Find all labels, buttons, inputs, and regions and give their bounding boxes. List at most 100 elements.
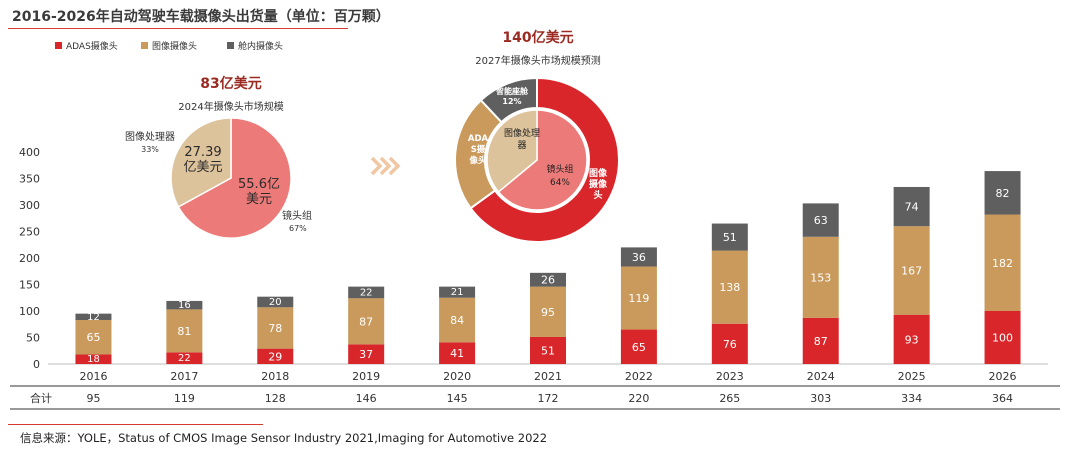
legend-swatch <box>141 42 148 49</box>
bar-segment <box>984 171 1021 215</box>
y-tick-label: 100 <box>19 305 40 318</box>
bar-segment <box>348 298 385 345</box>
bar-value-label: 153 <box>810 271 831 284</box>
bar-value-label: 65 <box>86 331 100 344</box>
bar-segment <box>802 203 839 237</box>
total-value: 95 <box>86 392 100 405</box>
bar-value-label: 51 <box>541 344 555 357</box>
legend-label: 图像摄像头 <box>152 40 197 52</box>
legend-swatch <box>227 42 234 49</box>
bar-segment <box>348 344 385 364</box>
x-tick-label: 2018 <box>261 370 289 383</box>
bar-value-label: 95 <box>541 306 555 319</box>
x-tick-label: 2021 <box>534 370 562 383</box>
bar-segment <box>802 317 839 364</box>
pie-2024-slice-value-line: 55.6亿 <box>238 177 280 192</box>
donut-2027-outer-label-line: S摄 <box>471 144 486 155</box>
bar-segment <box>893 186 930 227</box>
donut-2027-inner-label: 镜头组 <box>546 163 573 175</box>
bar-value-label: 26 <box>541 274 555 287</box>
pie-2024-slice-value-line: 27.39 <box>184 145 221 160</box>
pie-2024-title: 83亿美元 <box>200 75 261 92</box>
total-value: 220 <box>628 392 649 405</box>
donut-2027-inner-slice <box>497 109 588 211</box>
donut-2027-outer-label-line: 图像 <box>589 167 608 179</box>
bar-segment <box>75 320 112 355</box>
donut-2027-inner-label: 图像处理器 <box>504 127 540 151</box>
bar-value-label: 100 <box>992 332 1013 345</box>
pie-2024-slice-percent: 33% <box>141 145 159 154</box>
bar-value-label: 22 <box>360 287 373 298</box>
legend-label: ADAS摄像头 <box>66 40 118 52</box>
x-tick-label: 2025 <box>898 370 926 383</box>
bar-segment <box>439 297 476 343</box>
x-tick-label: 2019 <box>352 370 380 383</box>
bar-value-label: 22 <box>178 353 191 364</box>
total-value: 334 <box>901 392 922 405</box>
bar-value-label: 18 <box>87 354 100 365</box>
donut-2027-outer-label-line: 像头 <box>468 155 487 166</box>
bar-value-label: 82 <box>996 187 1010 200</box>
x-tick-label: 2026 <box>989 370 1017 383</box>
y-tick-label: 350 <box>19 173 40 186</box>
bar-value-label: 20 <box>269 297 282 308</box>
y-tick-label: 0 <box>33 358 40 371</box>
bar-value-label: 16 <box>178 300 191 311</box>
total-value: 265 <box>719 392 740 405</box>
donut-2027-inner-label-line: 器 <box>517 140 526 151</box>
bar-segment <box>893 226 930 315</box>
donut-2027-outer-label: ADA S摄像头 <box>468 134 489 166</box>
bar-segment <box>620 329 657 364</box>
bar-value-label: 65 <box>632 341 646 354</box>
totals-layer: 95 119 128 146 145 172 220 265 303 334 364 合计 <box>10 385 1060 410</box>
bar-segment <box>166 300 203 310</box>
donut-2027-outer-label: 智能座舱 <box>496 86 529 96</box>
totals-label: 合计 <box>30 391 52 405</box>
pie-2024-slice <box>177 117 292 239</box>
bar-value-label: 76 <box>723 338 737 351</box>
bar-segment <box>439 342 476 364</box>
bar-segment <box>802 236 839 318</box>
bar-value-label: 12 <box>87 312 100 323</box>
bar-segment <box>257 348 294 364</box>
bar-value-label: 41 <box>450 347 464 360</box>
pie-2024-slice-label: 镜头组 <box>282 209 312 222</box>
chevron-right-icon <box>388 156 401 176</box>
bar-value-label: 74 <box>905 201 919 214</box>
bar-value-label: 84 <box>450 314 464 327</box>
x-tick-label: 2020 <box>443 370 471 383</box>
bar-segment <box>257 307 294 349</box>
donut-2027-title: 140亿美元 <box>502 29 573 46</box>
bar-segment <box>75 354 112 364</box>
bar-segment <box>984 214 1021 311</box>
y-tick-label: 300 <box>19 199 40 212</box>
pie-2024-slice-percent: 67% <box>289 224 307 233</box>
total-value: 128 <box>265 392 286 405</box>
donut-2027-inner-slice <box>486 109 538 193</box>
bar-segment <box>984 311 1021 364</box>
y-tick-label: 200 <box>19 252 40 265</box>
x-tick-label: 2023 <box>716 370 744 383</box>
bar-value-label: 81 <box>177 325 191 338</box>
bar-segment <box>166 352 203 364</box>
bar-value-label: 78 <box>268 322 282 335</box>
total-value: 364 <box>992 392 1013 405</box>
bar-segment <box>620 247 657 267</box>
y-tick-label: 150 <box>19 279 40 292</box>
bar-value-label: 29 <box>268 350 282 363</box>
legend-swatch <box>55 42 62 49</box>
source-note: 信息来源：YOLE，Status of CMOS Image Sensor In… <box>20 431 548 445</box>
bar-segment <box>711 223 748 251</box>
arrow-layer <box>370 156 401 176</box>
pie-2024-slice-value-line: 美元 <box>246 192 272 207</box>
bar-segment <box>530 286 566 337</box>
legend-layer: ADAS摄像头 图像摄像头 舱内摄像头 <box>55 40 283 52</box>
bar-segment <box>257 296 294 308</box>
pie-2024-slice <box>170 117 232 208</box>
bar-segment <box>893 314 930 364</box>
bar-value-label: 21 <box>451 287 464 298</box>
source-underline <box>8 424 263 425</box>
